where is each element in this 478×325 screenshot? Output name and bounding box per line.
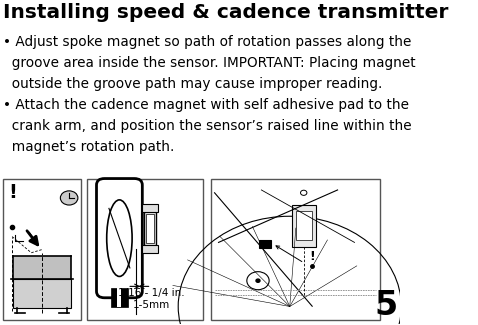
Bar xyxy=(13,279,71,307)
Ellipse shape xyxy=(107,200,132,277)
Text: 1/16 - 1/4 in.
1-5mm: 1/16 - 1/4 in. 1-5mm xyxy=(118,288,185,310)
Bar xyxy=(3,179,81,320)
Bar xyxy=(118,288,121,307)
Circle shape xyxy=(256,279,260,282)
Text: • Adjust spoke magnet so path of rotation passes along the: • Adjust spoke magnet so path of rotatio… xyxy=(3,35,412,49)
Bar xyxy=(142,245,158,253)
Text: magnet’s rotation path.: magnet’s rotation path. xyxy=(3,140,175,154)
Text: 5: 5 xyxy=(375,289,398,322)
Text: Installing speed & cadence transmitter: Installing speed & cadence transmitter xyxy=(3,3,449,22)
Bar xyxy=(144,209,156,248)
Bar xyxy=(87,179,203,320)
Text: groove area inside the sensor. IMPORTANT: Placing magnet: groove area inside the sensor. IMPORTANT… xyxy=(3,56,416,70)
Text: !: ! xyxy=(309,250,315,263)
Bar xyxy=(211,179,380,320)
Bar xyxy=(13,256,71,279)
Text: !: ! xyxy=(8,183,17,202)
Bar xyxy=(296,211,312,240)
Bar xyxy=(111,288,128,307)
Bar xyxy=(259,240,271,248)
Text: outside the groove path may cause improper reading.: outside the groove path may cause improp… xyxy=(3,77,383,91)
Bar xyxy=(142,204,158,212)
Circle shape xyxy=(60,191,78,205)
Text: • Attach the cadence magnet with self adhesive pad to the: • Attach the cadence magnet with self ad… xyxy=(3,98,409,112)
FancyBboxPatch shape xyxy=(97,178,142,298)
Text: crank arm, and position the sensor’s raised line within the: crank arm, and position the sensor’s rai… xyxy=(3,119,412,133)
Bar xyxy=(292,205,316,247)
Bar xyxy=(146,214,154,243)
